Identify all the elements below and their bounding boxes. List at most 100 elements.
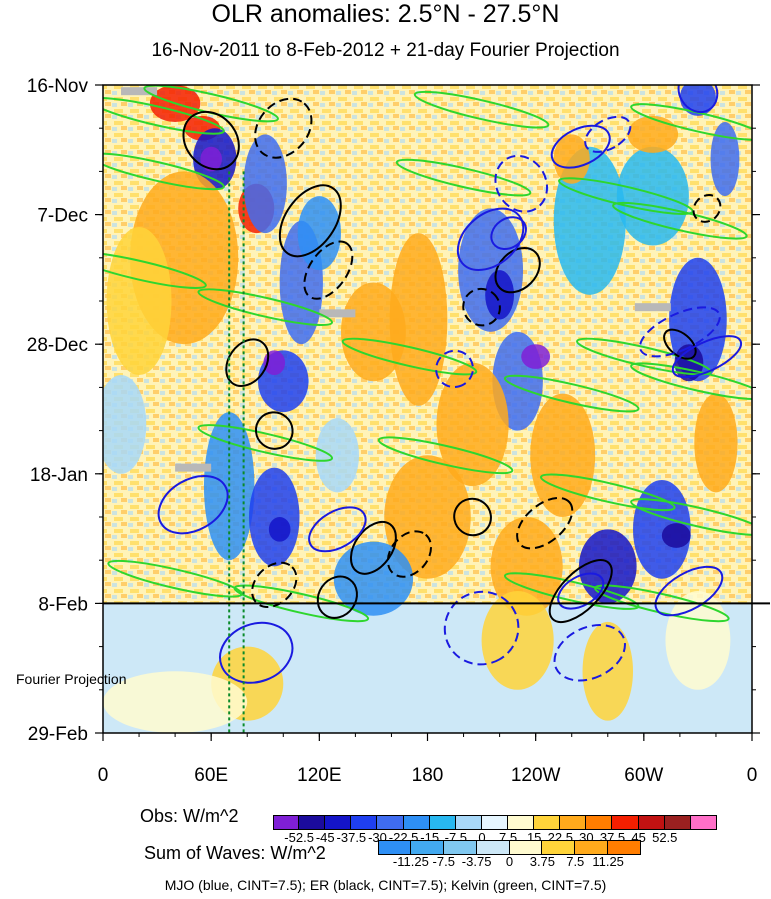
waves-colorbar-swatch: [575, 841, 609, 854]
obs-colorbar-label: -52.5: [284, 830, 314, 845]
obs-colorbar-swatch: [403, 816, 430, 829]
kelvin-contour: [197, 288, 334, 327]
kelvin-contour: [539, 473, 676, 512]
obs-colorbar-swatch: [560, 816, 587, 829]
anomaly-blob: [485, 270, 515, 320]
kelvin-contour: [341, 337, 478, 376]
waves-colorbar-label: -7.5: [432, 854, 455, 869]
obs-colorbar-title: Obs: W/m^2: [140, 806, 239, 826]
chart-title: OLR anomalies: 2.5°N - 27.5°N: [211, 0, 560, 28]
obs-colorbar-label: 0: [478, 830, 486, 845]
mjo-contour: [654, 565, 724, 617]
waves-colorbar-label: 7.5: [566, 854, 585, 869]
anomaly-blob: [389, 233, 448, 406]
anomaly-blob: [710, 122, 740, 197]
x-tick-label: 0: [747, 765, 758, 786]
er-contour: [453, 497, 492, 537]
kelvin-contour: [103, 152, 225, 191]
waves-colorbar-label: -11.25: [392, 854, 429, 869]
kelvin-contour: [103, 97, 225, 135]
mjo-contour: [219, 621, 294, 684]
anomaly-blob: [200, 146, 222, 172]
waves-colorbar-swatch: [410, 841, 444, 854]
missing-data-patch: [634, 303, 671, 312]
anomaly-blob: [340, 282, 406, 382]
kelvin-contour: [413, 90, 550, 129]
waves-colorbar-label: 11.25: [592, 854, 624, 869]
kelvin-contour: [630, 362, 752, 401]
mjo-contour: [157, 475, 229, 535]
obs-colorbar-swatch: [534, 816, 561, 829]
mjo-contour: [435, 349, 474, 389]
er-contour: [225, 338, 270, 387]
x-tick-label: 180: [412, 765, 444, 786]
obs-colorbar-swatch: [664, 816, 691, 829]
kelvin-contour: [576, 337, 712, 376]
kelvin-contour: [612, 201, 748, 240]
anomaly-blob: [627, 115, 679, 153]
waves-colorbar-label: 0: [505, 854, 514, 869]
y-tick-label: 28-Dec: [27, 335, 88, 356]
waves-colorbar-label: -3.75: [461, 854, 492, 869]
er-contour: [494, 247, 541, 294]
anomaly-blob: [297, 196, 341, 271]
obs-colorbar-swatch: [481, 816, 508, 829]
x-tick-label: 60W: [624, 765, 663, 786]
mjo-contour: [639, 306, 721, 358]
mjo-contour: [456, 207, 525, 271]
x-tick-label: 120W: [511, 765, 561, 786]
x-tick-label: 120E: [297, 765, 341, 786]
missing-data-patch: [319, 309, 356, 318]
anomaly-blob: [243, 134, 287, 234]
kelvin-contour: [503, 374, 640, 413]
waves-colorbar-swatch: [542, 841, 576, 854]
obs-colorbar-swatch: [429, 816, 456, 829]
er-contour: [692, 194, 722, 223]
obs-colorbar-swatch: [299, 816, 326, 829]
chart-subtitle: 16-Nov-2011 to 8-Feb-2012 + 21-day Fouri…: [151, 40, 620, 61]
mjo-contour: [443, 590, 520, 666]
plot-area: [103, 85, 752, 733]
anomaly-blob: [106, 226, 172, 376]
waves-colorbar-swatch: [509, 841, 543, 854]
anomaly-blob: [384, 455, 471, 579]
projection-label: Fourier Projection: [16, 671, 127, 687]
waves-colorbar-label: 3.75: [529, 854, 556, 869]
y-tick-label: 8-Feb: [38, 594, 88, 615]
y-tick-label: 29-Feb: [28, 724, 88, 745]
mjo-contour: [550, 124, 611, 169]
er-contour: [182, 110, 240, 171]
mjo-contour: [553, 624, 626, 682]
anomaly-blob: [578, 529, 637, 604]
anomaly-blob: [333, 541, 414, 616]
obs-colorbar: [273, 815, 717, 830]
anomaly-blob: [481, 591, 554, 690]
kelvin-contour: [103, 251, 207, 289]
waves-colorbar-swatch: [608, 841, 641, 854]
obs-colorbar-swatch: [325, 816, 352, 829]
anomaly-blob: [249, 467, 300, 567]
anomaly-blob: [694, 393, 738, 493]
anomaly-blob: [661, 523, 691, 548]
waves-colorbar: [378, 840, 641, 855]
x-tick-label: 60E: [194, 765, 228, 786]
waves-colorbar-title: Sum of Waves: W/m^2: [144, 843, 326, 863]
obs-colorbar-label: 52.5: [652, 830, 678, 845]
anomaly-blob: [103, 671, 248, 733]
kelvin-contour: [197, 424, 334, 462]
er-contour: [254, 411, 294, 450]
anomaly-blob: [103, 375, 147, 474]
obs-colorbar-swatch: [273, 816, 300, 829]
waves-colorbar-swatch: [476, 841, 510, 854]
kelvin-contour: [377, 436, 514, 475]
er-contour: [663, 328, 697, 360]
missing-data-patch: [121, 87, 158, 96]
anomaly-blob: [530, 393, 596, 517]
legend-caption: MJO (blue, CINT=7.5); ER (black, CINT=7.…: [164, 877, 607, 893]
x-tick-label: 0: [98, 765, 109, 786]
obs-colorbar-swatch: [612, 816, 639, 829]
mjo-contour: [671, 335, 743, 378]
anomaly-blob: [490, 517, 563, 616]
anomaly-blob: [268, 517, 291, 542]
